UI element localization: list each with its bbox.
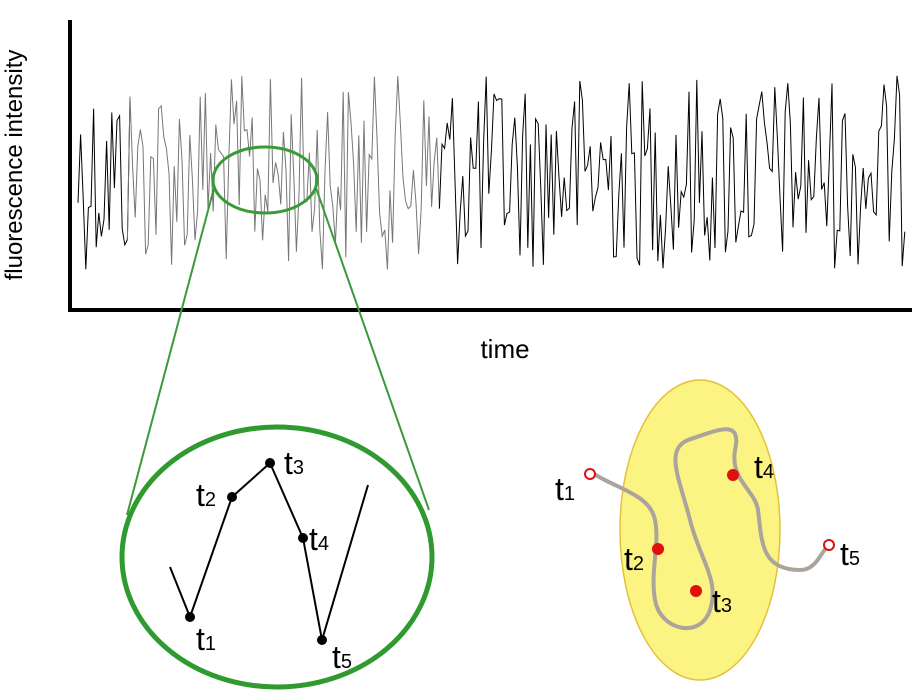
- label-sub: 1: [205, 633, 216, 655]
- label-sub: 4: [318, 533, 329, 555]
- label-sub: 1: [564, 483, 575, 505]
- label-sub: 3: [721, 595, 732, 617]
- label-sub: 5: [341, 651, 352, 673]
- label-base: t: [196, 477, 205, 513]
- molecule-region: [620, 380, 780, 680]
- trace-group: [78, 76, 905, 270]
- label-base: t: [332, 639, 341, 675]
- page: fluorescence intensity time t1 t2 t3 t4 …: [0, 0, 912, 694]
- point: [298, 533, 308, 543]
- label-base: t: [284, 445, 293, 481]
- intensity-trace: [78, 97, 130, 270]
- label-sub: 3: [293, 457, 304, 479]
- label-sub: 4: [763, 461, 774, 483]
- intensity-trace: [439, 76, 904, 268]
- label-sub: 2: [205, 489, 216, 511]
- label-sub: 2: [633, 553, 644, 575]
- endpoint: [585, 469, 595, 479]
- x-axis-label: time: [480, 334, 529, 364]
- label-base: t: [624, 541, 633, 577]
- zoom-circle: [122, 427, 432, 687]
- point: [185, 612, 195, 622]
- point: [317, 635, 327, 645]
- intensity-trace: [127, 76, 439, 269]
- point: [265, 458, 275, 468]
- point: [652, 543, 664, 555]
- endpoint: [824, 540, 834, 550]
- label-base: t: [840, 536, 849, 572]
- label-sub: 5: [849, 548, 860, 570]
- label-base: t: [309, 521, 318, 557]
- label-base: t: [555, 471, 564, 507]
- point: [227, 492, 237, 502]
- y-axis-label: fluorescence intensity: [1, 50, 28, 281]
- label-base: t: [754, 449, 763, 485]
- point: [690, 585, 702, 597]
- label-base: t: [196, 621, 205, 657]
- point: [727, 469, 739, 481]
- label-base: t: [712, 583, 721, 619]
- time-label: t5: [840, 536, 860, 572]
- figure: fluorescence intensity time t1 t2 t3 t4 …: [0, 0, 912, 694]
- time-label: t1: [555, 471, 575, 507]
